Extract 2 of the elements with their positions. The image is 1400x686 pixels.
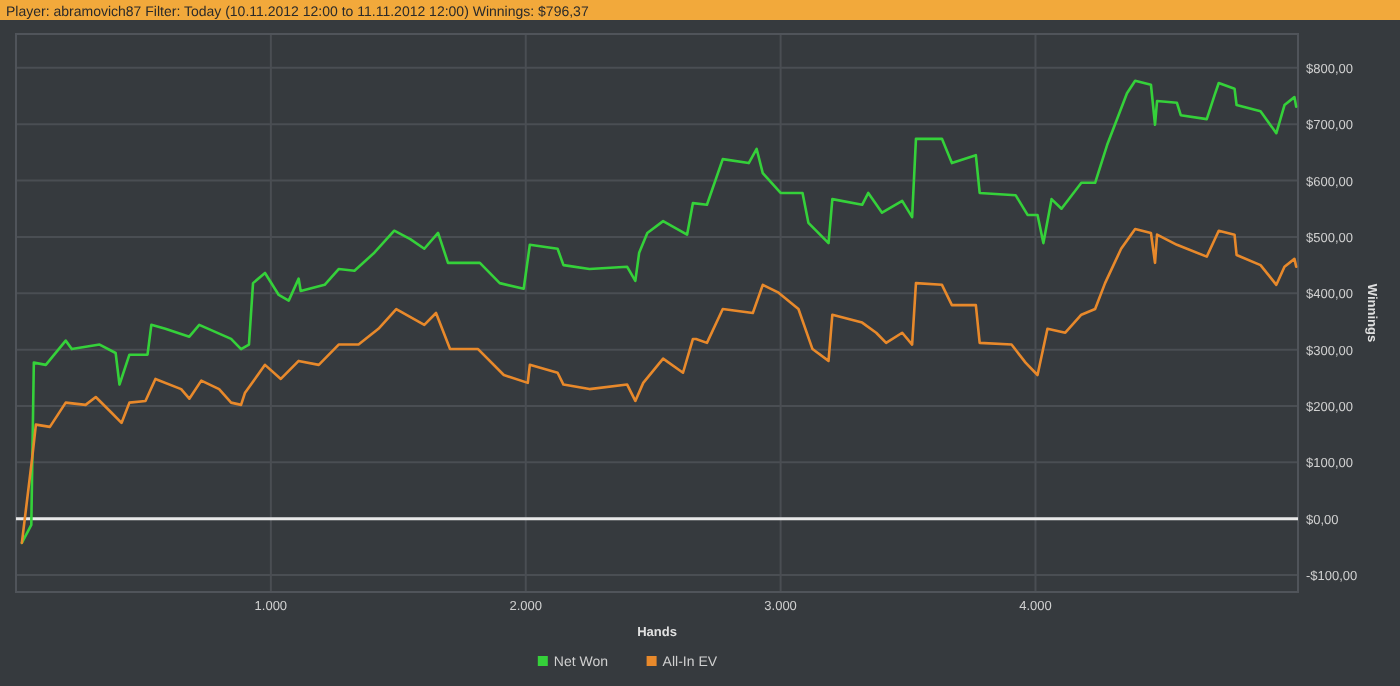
line-series [20,79,1298,545]
line-series [20,227,1298,545]
